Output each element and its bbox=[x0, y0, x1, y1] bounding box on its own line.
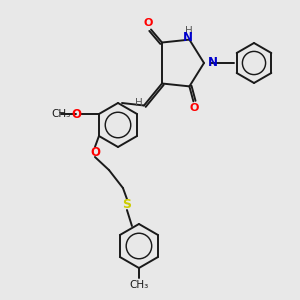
Text: O: O bbox=[90, 146, 100, 158]
Text: CH₃: CH₃ bbox=[51, 109, 70, 119]
Text: N: N bbox=[208, 56, 218, 68]
Text: O: O bbox=[143, 17, 153, 28]
Text: O: O bbox=[71, 107, 81, 121]
Text: H: H bbox=[135, 98, 143, 109]
Text: methyl: methyl bbox=[59, 112, 64, 113]
Text: CH₃: CH₃ bbox=[129, 280, 148, 290]
Text: H: H bbox=[184, 26, 192, 36]
Text: O: O bbox=[190, 103, 199, 113]
Text: N: N bbox=[182, 31, 192, 44]
Text: S: S bbox=[122, 197, 131, 211]
